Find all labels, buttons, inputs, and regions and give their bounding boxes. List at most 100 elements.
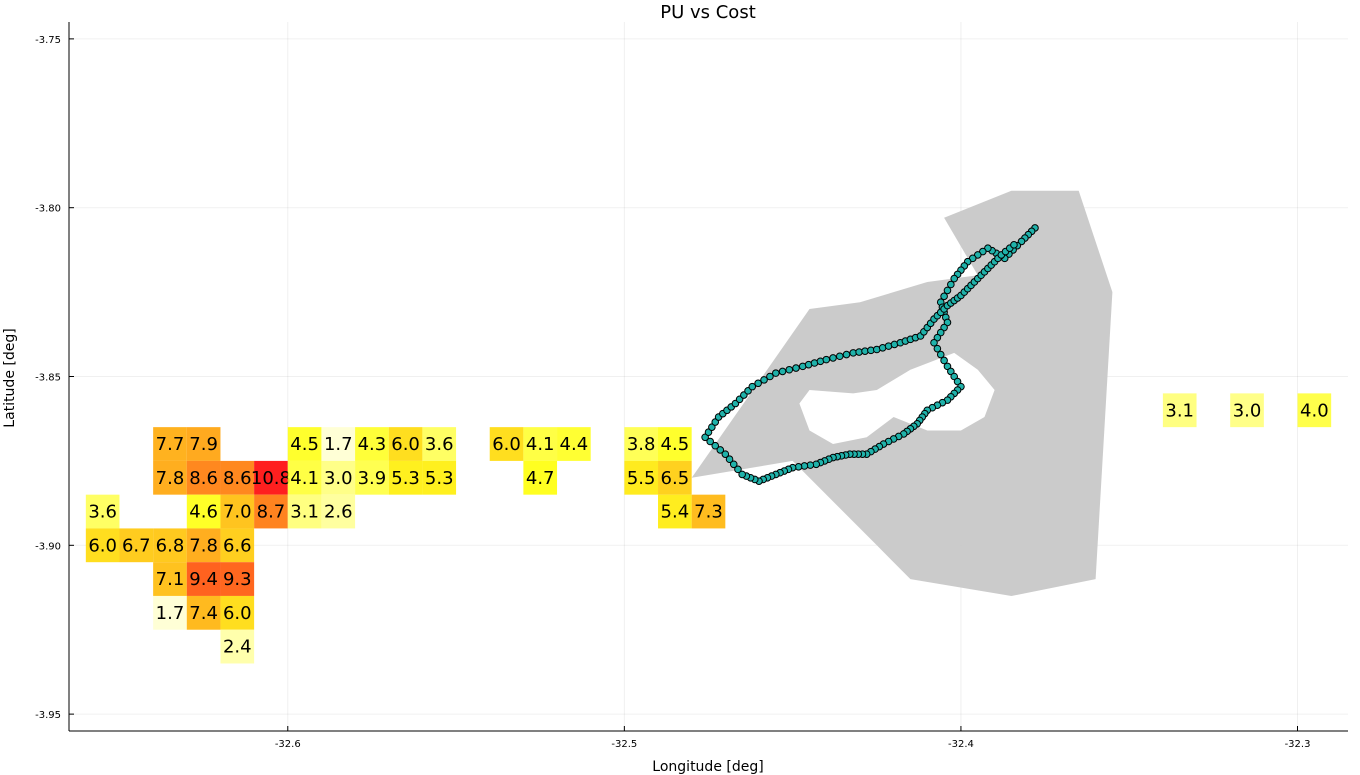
sample-point (943, 286, 952, 295)
sample-point (701, 433, 709, 442)
sample-point (947, 367, 955, 376)
heatmap-cell (658, 460, 692, 495)
cell-value-label: 6.6 (223, 535, 252, 556)
sample-point (708, 423, 716, 431)
cell-value-label: 2.6 (324, 502, 353, 523)
cell-value-label: 7.9 (189, 434, 218, 455)
cell-value-label: 4.6 (189, 502, 218, 523)
heatmap-cell (254, 494, 288, 529)
heatmap-cell (287, 427, 322, 461)
heatmap-cell (85, 528, 120, 563)
x-tick-label: -32.6 (275, 739, 301, 750)
sample-point (953, 377, 962, 386)
heatmap-cell (254, 460, 288, 495)
heatmap-cell (489, 427, 524, 461)
sample-point (760, 376, 768, 384)
sample-point (940, 292, 948, 301)
sample-point (940, 323, 948, 332)
cell-value-label: 7.4 (189, 603, 218, 624)
sample-point (711, 418, 720, 426)
heatmap-cell (422, 460, 457, 495)
heatmap-cell (186, 460, 221, 495)
chart-title: PU vs Cost (660, 2, 756, 23)
cell-value-label: 7.8 (156, 468, 185, 489)
heatmap-cell (1297, 393, 1332, 428)
cell-value-label: 7.8 (189, 535, 218, 556)
heatmap-cell (523, 427, 558, 461)
cell-value-label: 8.6 (189, 468, 218, 489)
sample-point (936, 328, 945, 337)
heatmap-cell (624, 427, 659, 461)
heatmap-cell (186, 562, 221, 596)
heatmap-cell (321, 460, 356, 495)
cell-value-label: 3.6 (88, 502, 117, 523)
sample-point (933, 344, 942, 353)
heatmap-cell (658, 427, 692, 461)
heatmap-cell (85, 494, 120, 529)
cell-value-label: 3.0 (1233, 400, 1262, 421)
heatmap-cell (220, 528, 255, 563)
sample-point (716, 446, 725, 454)
sample-point (738, 470, 746, 479)
heatmap-cell (153, 528, 187, 563)
sample-point (729, 460, 738, 469)
cell-value-label: 5.5 (627, 468, 656, 489)
cell-value-label: 3.6 (425, 434, 454, 455)
heatmap-cell (220, 595, 255, 630)
sample-point (950, 274, 959, 283)
sample-point (936, 350, 945, 359)
heatmap-cell (1230, 393, 1264, 428)
heatmap-cell (186, 494, 221, 529)
sample-point (725, 455, 734, 464)
x-tick-label: -32.4 (948, 739, 974, 750)
island-hole (799, 352, 995, 444)
heatmap-cell (321, 494, 356, 529)
sample-point (778, 367, 787, 376)
cell-value-label: 9.3 (223, 569, 252, 590)
sample-point (950, 372, 959, 381)
y-tick-label: -3.90 (35, 541, 61, 552)
sample-point (979, 247, 987, 256)
sample-point (1010, 241, 1018, 249)
sample-point (734, 465, 742, 474)
sample-point (772, 369, 780, 377)
heatmap-cells: 8.28.99.76.35.76.74.86.04.74.24.56.13.85… (85, 393, 1332, 664)
sample-point (706, 437, 714, 446)
heatmap-cell (153, 562, 187, 596)
cell-value-label: 4.1 (526, 434, 555, 455)
cell-value-label: 7.3 (694, 502, 723, 523)
sample-point (947, 280, 955, 289)
cell-value-label: 6.0 (88, 535, 117, 556)
sample-point (943, 318, 952, 327)
cell-value-label: 7.1 (156, 569, 185, 590)
study-area-polygon (691, 190, 1113, 597)
sample-point (766, 372, 774, 381)
heatmap-cell (658, 494, 692, 529)
cell-value-label: 8.7 (257, 502, 286, 523)
cell-value-label: 8.6 (223, 468, 252, 489)
y-tick-label: -3.80 (35, 204, 61, 215)
heatmap-cell (388, 460, 423, 495)
heatmap-cell (523, 460, 558, 495)
tick-labels: -32.6 -32.5 -32.4 -32.3 -3.75 -3.80 -3.85 -3.90… (35, 35, 1310, 750)
heatmap-cell (355, 427, 389, 461)
heatmap-cell (119, 528, 154, 563)
heatmap-cell (355, 460, 389, 495)
y-tick-label: -3.95 (35, 710, 61, 721)
sample-point (822, 355, 831, 364)
sample-point (940, 356, 948, 365)
sample-point (973, 251, 982, 259)
sample-point (785, 365, 794, 374)
cell-value-label: 5.3 (391, 468, 420, 489)
heatmap-cell (557, 427, 591, 461)
x-tick-label: -32.5 (611, 739, 637, 750)
cell-value-label: 3.1 (1165, 400, 1194, 421)
heatmap-cell (220, 562, 255, 596)
cell-value-label: 1.7 (324, 434, 353, 455)
heatmap-cell (624, 460, 659, 495)
cell-value-label: 3.0 (324, 468, 353, 489)
sample-point (933, 333, 942, 342)
sample-point (842, 350, 851, 359)
